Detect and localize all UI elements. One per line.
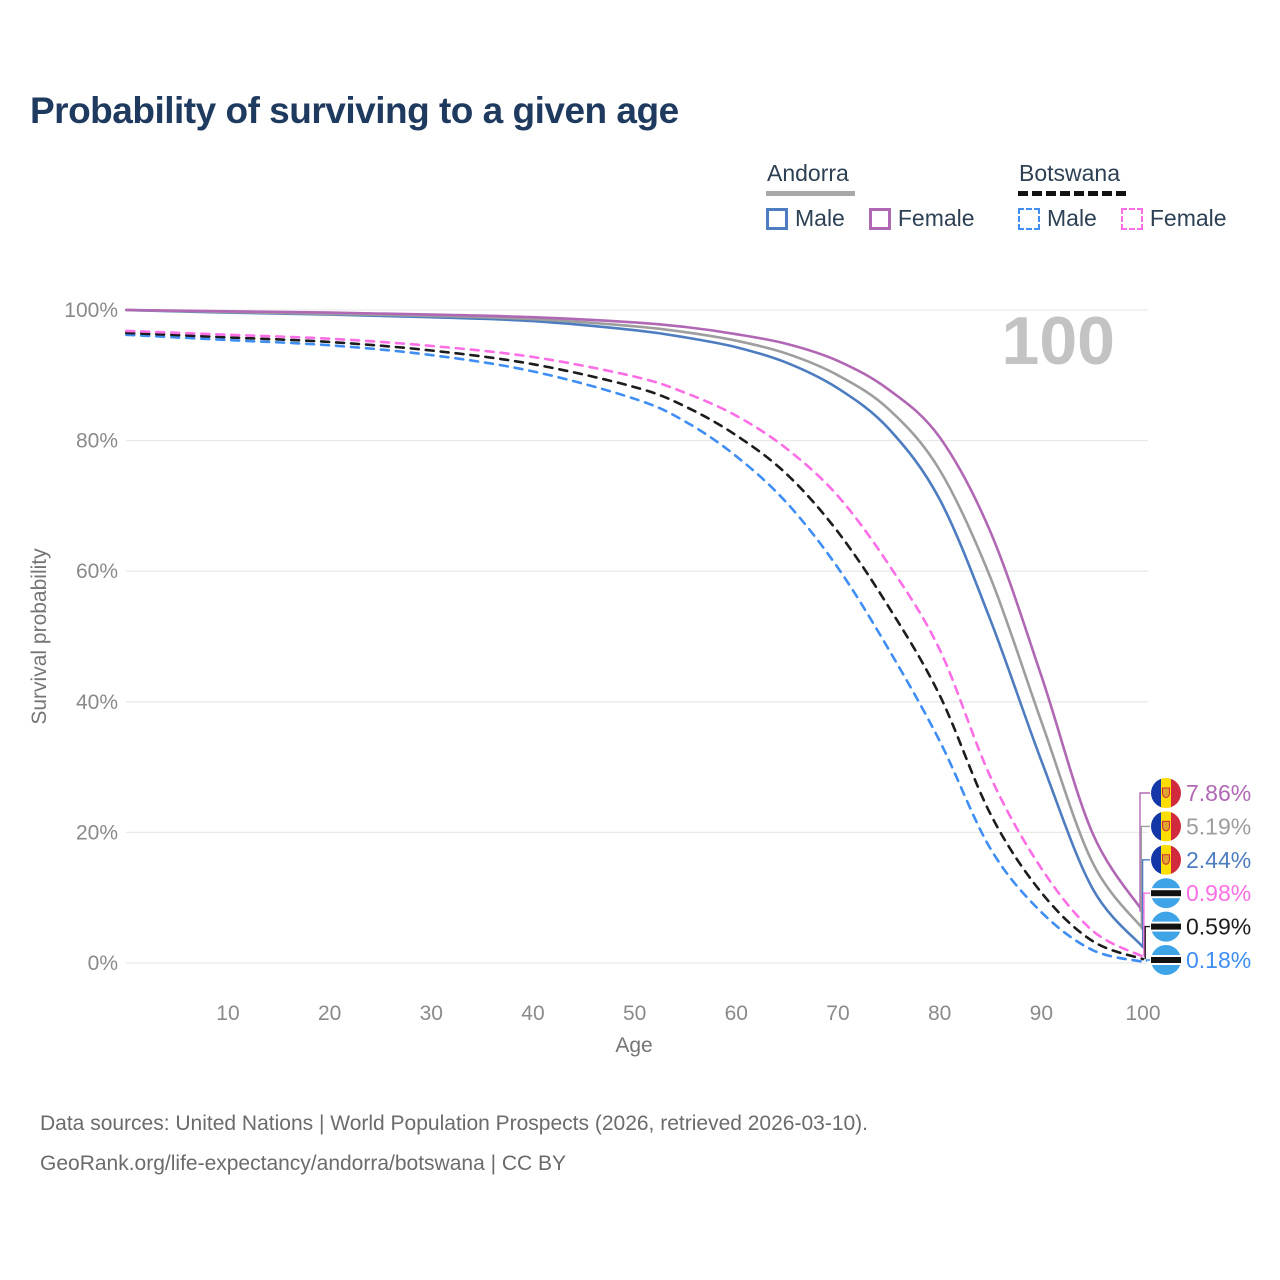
x-tick-label-70: 70 — [826, 1002, 849, 1025]
legend-item-label: Female — [897, 205, 975, 231]
legend-group-andorra: Andorra Male Female — [766, 160, 975, 232]
page-title: Probability of surviving to a given age — [30, 90, 679, 131]
x-tick-label-30: 30 — [420, 1002, 443, 1025]
legend-country-botswana[interactable]: Botswana — [1018, 160, 1127, 196]
legend-group-botswana: Botswana Male Female — [1018, 160, 1227, 232]
age-counter-watermark: 100 — [1002, 303, 1115, 379]
end-value-botswana-male: 0.18% — [1186, 947, 1251, 973]
legend-item-andorra-male[interactable]: Male — [766, 205, 845, 232]
legend-item-label: Male — [795, 205, 845, 231]
botswana-male-swatch-icon — [1018, 207, 1040, 230]
data-sources-text: Data sources: United Nations | World Pop… — [40, 1112, 869, 1135]
y-axis-title: Survival probability — [28, 548, 51, 725]
andorra-male-swatch-icon — [766, 207, 788, 230]
x-tick-label-80: 80 — [928, 1002, 951, 1025]
curve-andorra-female — [125, 308, 1145, 913]
x-tick-label-10: 10 — [216, 1002, 239, 1025]
end-value-andorra-female: 7.86% — [1186, 780, 1251, 806]
end-value-botswana-all: 0.59% — [1186, 914, 1251, 940]
andorra-female-swatch-icon — [868, 207, 891, 230]
x-tick-label-100: 100 — [1125, 1002, 1160, 1025]
curve-andorra-male — [125, 308, 1145, 949]
x-tick-label-20: 20 — [318, 1002, 341, 1025]
legend-item-label: Male — [1047, 205, 1097, 231]
x-tick-label-40: 40 — [521, 1002, 544, 1025]
footer: Data sources: United Nations | World Pop… — [40, 1104, 868, 1184]
y-tick-label-40: 40% — [76, 691, 118, 714]
curve-botswana-female — [125, 329, 1145, 958]
x-tick-label-90: 90 — [1030, 1002, 1053, 1025]
leader-line-andorra-female — [1139, 792, 1150, 912]
curve-botswana-all — [125, 331, 1145, 961]
botswana-flag-icon — [1151, 945, 1181, 975]
leader-line-botswana-all — [1144, 925, 1150, 960]
legend-item-botswana-female[interactable]: Female — [1120, 205, 1227, 232]
leader-line-botswana-male — [1145, 959, 1150, 962]
andorra-flag-icon — [1151, 844, 1181, 875]
leader-line-andorra-all — [1140, 825, 1150, 930]
x-tick-label-60: 60 — [725, 1002, 748, 1025]
curve-botswana-male — [125, 333, 1145, 964]
y-tick-label-20: 20% — [76, 821, 118, 844]
legend-item-andorra-female[interactable]: Female — [868, 205, 975, 232]
x-axis-title: Age — [615, 1034, 652, 1057]
legend-country-andorra[interactable]: Andorra — [766, 160, 855, 196]
y-tick-label-60: 60% — [76, 560, 118, 583]
end-value-botswana-female: 0.98% — [1186, 880, 1251, 906]
x-tick-label-50: 50 — [623, 1002, 646, 1025]
botswana-female-swatch-icon — [1120, 207, 1143, 230]
legend-item-label: Female — [1149, 205, 1227, 231]
end-value-andorra-all: 5.19% — [1186, 813, 1251, 839]
andorra-flag-icon — [1151, 811, 1181, 842]
legend-item-botswana-male[interactable]: Male — [1018, 205, 1097, 232]
attribution-link: GeoRank.org/life-expectancy/andorra/bots… — [40, 1152, 567, 1175]
botswana-flag-icon — [1151, 878, 1181, 909]
leader-line-andorra-male — [1141, 859, 1150, 948]
botswana-flag-icon — [1151, 911, 1181, 942]
end-value-andorra-male: 2.44% — [1186, 847, 1251, 873]
legend-country-botswana-label: Botswana — [1019, 160, 1121, 186]
y-tick-label-100: 100% — [64, 299, 118, 322]
y-tick-label-80: 80% — [76, 430, 118, 453]
legend-country-andorra-label: Andorra — [767, 160, 849, 186]
y-tick-label-0: 0% — [88, 952, 118, 975]
leader-line-botswana-female — [1143, 892, 1150, 957]
andorra-flag-icon — [1151, 778, 1181, 808]
